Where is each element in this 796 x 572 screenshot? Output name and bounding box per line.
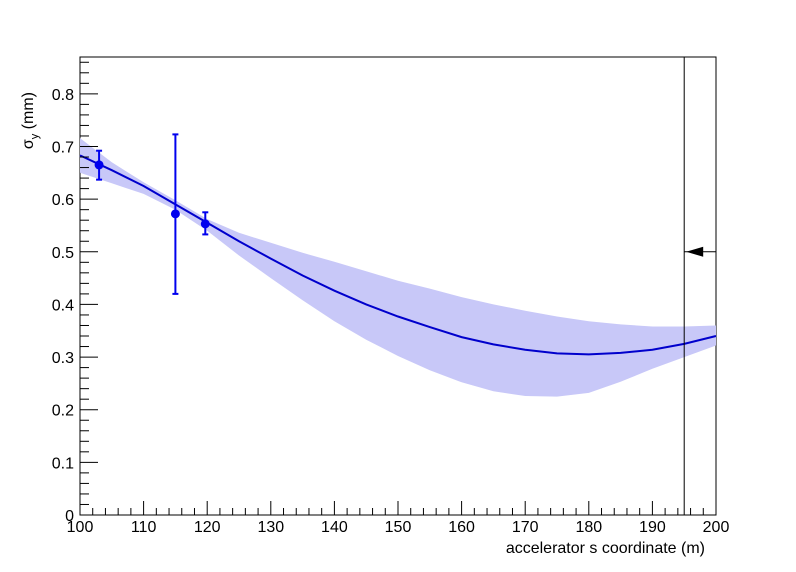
y-axis-title: σy (mm) [20, 92, 41, 149]
y-axis-title-symbol: σ [20, 139, 37, 149]
data-point-0 [94, 149, 104, 181]
x-tick-label: 140 [321, 519, 348, 536]
x-tick-label: 100 [67, 519, 94, 536]
y-tick-label: 0.6 [52, 192, 74, 209]
data-point-marker [94, 160, 104, 170]
y-tick-label: 0 [65, 508, 74, 525]
uncertainty-band-layer [80, 138, 716, 397]
x-tick-label: 200 [703, 519, 730, 536]
data-point-marker [200, 219, 210, 229]
y-tick-label: 0.7 [52, 139, 74, 156]
y-axis-title-group: σy (mm) [20, 92, 41, 149]
data-point-2 [200, 211, 210, 236]
y-tick-label: 0.8 [52, 87, 74, 104]
x-tick-label: 120 [194, 519, 221, 536]
x-tick-label: 190 [639, 519, 666, 536]
x-tick-label: 160 [448, 519, 475, 536]
uncertainty-band [80, 138, 716, 397]
x-axis-title: accelerator s coordinate (m) [506, 540, 705, 557]
cut-marker-layer [683, 57, 716, 515]
y-axis-title-subscript: y [29, 133, 41, 139]
axes-layer: 100 110 120 130 140 150 160 170 180 190 200 0 0.1 0.2… [52, 61, 730, 536]
y-tick-label: 0.1 [52, 455, 74, 472]
x-tick-label: 130 [257, 519, 284, 536]
y-tick-label: 0.3 [52, 350, 74, 367]
fit-curve-line [79, 154, 717, 356]
arrow-head [686, 246, 704, 257]
y-axis-title-unit: (mm) [20, 92, 37, 134]
x-tick-label: 170 [512, 519, 539, 536]
y-tick-label: 0.2 [52, 403, 74, 420]
data-point-marker [170, 209, 180, 219]
x-tick-label: 150 [385, 519, 412, 536]
data-points-layer [94, 133, 210, 295]
x-tick-label: 110 [131, 519, 157, 536]
x-tick-label: 180 [575, 519, 602, 536]
y-tick-label: 0.5 [52, 245, 74, 262]
data-point-1 [170, 133, 180, 295]
fit-curve-layer [79, 154, 717, 356]
y-tick-label: 0.4 [52, 297, 74, 314]
